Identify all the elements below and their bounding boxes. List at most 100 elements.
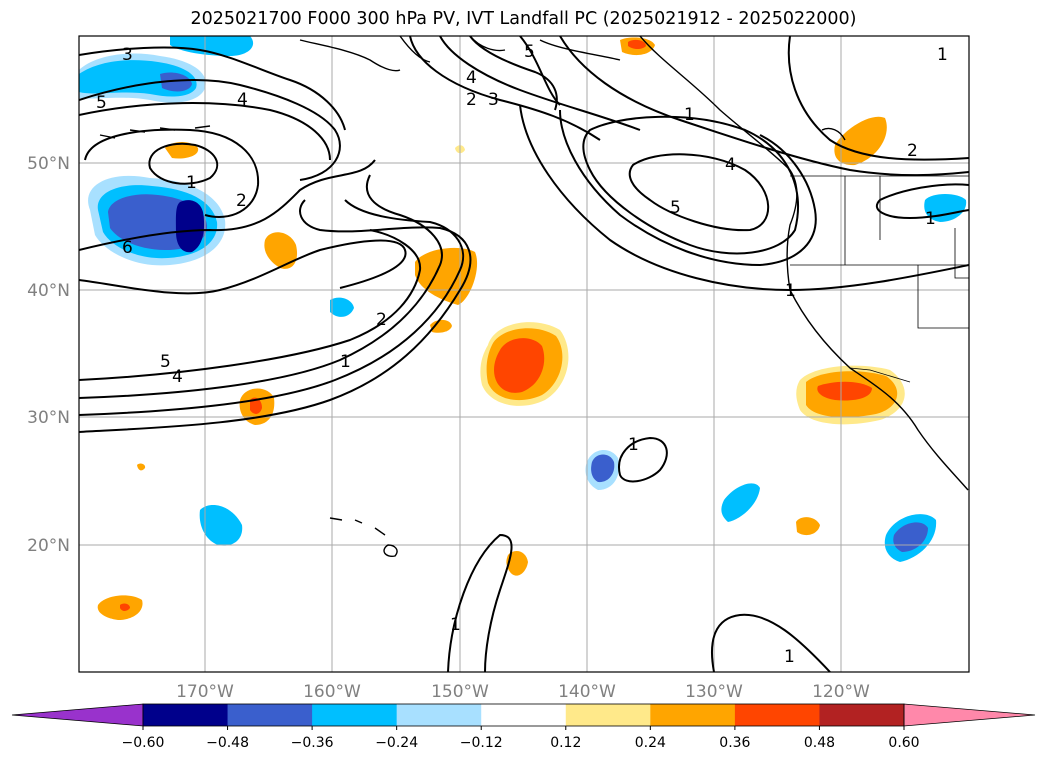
ivt-strong-positive-core bbox=[494, 338, 545, 393]
map-frame bbox=[78, 35, 970, 673]
ivt-positive-region bbox=[834, 116, 887, 166]
colorbar-extend-max bbox=[903, 703, 1036, 727]
lon-tick-label: 130°W bbox=[685, 682, 743, 702]
lat-tick-label: 20°N bbox=[27, 536, 70, 556]
lon-tick-label: 140°W bbox=[558, 682, 616, 702]
contour-label: 2 bbox=[466, 90, 477, 110]
pv-contour bbox=[79, 46, 346, 131]
pv-contour bbox=[447, 533, 513, 672]
contour-label: 4 bbox=[172, 367, 183, 387]
ivt-negative-region bbox=[330, 297, 354, 317]
ivt-negative-region bbox=[924, 194, 967, 222]
lat-tick-label: 40°N bbox=[27, 281, 70, 301]
latitude-labels: 50°N 40°N 30°N 20°N bbox=[27, 154, 70, 556]
contour-label: 1 bbox=[937, 45, 948, 65]
colorbar-segment bbox=[396, 704, 482, 726]
colorbar-tick-label: 0.60 bbox=[888, 735, 919, 751]
contour-label: 6 bbox=[122, 238, 133, 258]
ivt-negative-region bbox=[199, 505, 243, 546]
pv-contour bbox=[710, 613, 831, 672]
contour-label: 1 bbox=[340, 352, 351, 372]
pv-contour bbox=[469, 36, 558, 111]
ivt-positive-region bbox=[430, 319, 452, 333]
pv-contour bbox=[79, 239, 407, 295]
pv-contour bbox=[148, 142, 219, 185]
pv-contour bbox=[875, 183, 969, 220]
contour-label: 1 bbox=[784, 647, 795, 667]
pv-contours bbox=[79, 36, 969, 672]
colorbar-tick-label: −0.48 bbox=[206, 735, 249, 751]
contour-label: 5 bbox=[96, 93, 107, 113]
coastlines bbox=[99, 36, 969, 558]
colorbar-tick-label: 0.12 bbox=[550, 735, 581, 751]
colorbar: −0.60 −0.48 −0.36 −0.24 −0.12 0.12 0.24 0.36 0.4… bbox=[11, 703, 1036, 751]
pv-contour bbox=[559, 109, 817, 267]
lon-tick-label: 160°W bbox=[303, 682, 361, 702]
contour-label: 4 bbox=[237, 90, 248, 110]
longitude-labels: 170°W 160°W 150°W 140°W 130°W 120°W bbox=[176, 682, 870, 702]
ivt-positive-region bbox=[137, 463, 146, 471]
contour-label: 4 bbox=[725, 155, 736, 175]
lat-tick-label: 50°N bbox=[27, 154, 70, 174]
ivt-strong-negative-core bbox=[175, 200, 205, 253]
colorbar-segment bbox=[819, 704, 905, 726]
contour-label: 5 bbox=[160, 352, 171, 372]
colorbar-tick-label: −0.60 bbox=[122, 735, 165, 751]
lon-tick-label: 150°W bbox=[431, 682, 489, 702]
borders bbox=[790, 175, 969, 383]
colorbar-segment bbox=[481, 704, 567, 726]
lon-tick-label: 120°W bbox=[812, 682, 870, 702]
contour-label: 2 bbox=[376, 310, 387, 330]
contour-label: 2 bbox=[236, 191, 247, 211]
pv-contour bbox=[79, 199, 472, 433]
contour-label: 2 bbox=[907, 141, 918, 161]
pv-contour bbox=[618, 436, 668, 483]
pv-contour bbox=[79, 159, 376, 251]
ivt-strong-positive-core bbox=[817, 381, 872, 401]
colorbar-segment bbox=[734, 704, 820, 726]
contour-label: 1 bbox=[628, 435, 639, 455]
pv-contour bbox=[628, 153, 770, 232]
pv-contour bbox=[409, 36, 601, 141]
pv-contour bbox=[84, 128, 260, 218]
pv-contour bbox=[559, 36, 969, 177]
colorbar-tick-label: −0.12 bbox=[460, 735, 503, 751]
ivt-positive-region bbox=[415, 247, 478, 305]
contour-label: 5 bbox=[524, 42, 535, 62]
colorbar-segment bbox=[312, 704, 398, 726]
ivt-strong-positive-core bbox=[120, 603, 130, 611]
colorbar-segment bbox=[565, 704, 651, 726]
pv-contour bbox=[519, 36, 561, 106]
contour-label: 4 bbox=[466, 68, 477, 88]
contour-label: 5 bbox=[670, 198, 681, 218]
colorbar-tick-label: −0.36 bbox=[291, 735, 334, 751]
ivt-strong-positive-core bbox=[250, 397, 262, 414]
contour-label: 3 bbox=[488, 90, 499, 110]
contour-label: 1 bbox=[684, 105, 695, 125]
contour-label: 1 bbox=[925, 209, 936, 229]
pv-contour bbox=[79, 174, 443, 399]
colorbar-tick-label: −0.24 bbox=[375, 735, 418, 751]
lon-tick-label: 170°W bbox=[176, 682, 234, 702]
pv-contour bbox=[439, 36, 641, 131]
colorbar-tick-label: 0.24 bbox=[635, 735, 666, 751]
pv-contour bbox=[79, 102, 331, 161]
colorbar-outline bbox=[142, 703, 905, 727]
colorbar-extend-min bbox=[11, 703, 144, 727]
pv-contour bbox=[79, 79, 341, 181]
pv-contour bbox=[79, 229, 422, 381]
pv-contour bbox=[582, 115, 799, 255]
colorbar-tick-label: 0.48 bbox=[804, 735, 835, 751]
colorbar-segment bbox=[143, 704, 229, 726]
contour-label: 1 bbox=[186, 173, 197, 193]
ivt-negative-region bbox=[170, 36, 254, 56]
map-title: 2025021700 F000 300 hPa PV, IVT Landfall… bbox=[190, 9, 857, 29]
ivt-negative-region bbox=[160, 72, 192, 92]
colorbar-tick-label: 0.36 bbox=[719, 735, 750, 751]
pv-contour bbox=[787, 36, 969, 161]
map-panel: 3 5 4 2 3 5 4 1 5 4 1 2 6 2 5 4 1 1 2 1 bbox=[78, 35, 970, 673]
pv-contour bbox=[519, 104, 969, 292]
contour-label: 1 bbox=[785, 281, 796, 301]
contour-label: 3 bbox=[122, 45, 133, 65]
